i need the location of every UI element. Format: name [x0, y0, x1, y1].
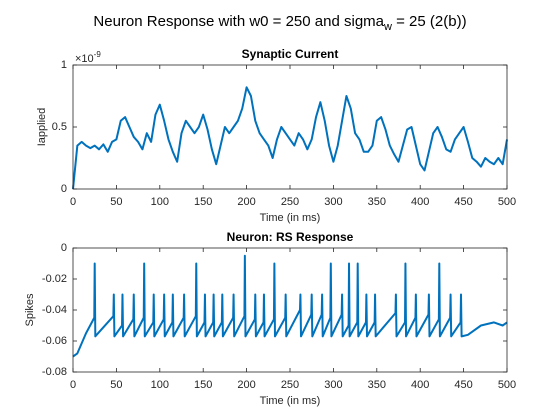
- x-tick-label: 400: [411, 379, 429, 391]
- x-tick-label: 350: [368, 196, 386, 208]
- y-tick-label: 0.5: [52, 121, 67, 133]
- exponent-power: -9: [94, 50, 102, 59]
- x-tick-label: 100: [151, 379, 169, 391]
- y-axis-label: Spikes: [24, 293, 36, 327]
- x-tick-label: 450: [454, 379, 472, 391]
- x-tick-label: 100: [151, 196, 169, 208]
- x-tick-label: 200: [237, 379, 255, 391]
- y-tick-label: -0.04: [42, 304, 67, 316]
- title-part: = 25 (2(b)): [392, 13, 467, 30]
- axes-title: Synaptic Current: [242, 47, 339, 61]
- x-tick-label: 400: [411, 196, 429, 208]
- x-axis-label: Time (in ms): [260, 212, 321, 224]
- data-line: [72, 86, 508, 190]
- x-tick-label: 0: [70, 379, 76, 391]
- x-tick-label: 350: [368, 379, 386, 391]
- y-exponent: ×10-9: [75, 50, 101, 65]
- x-tick-label: 500: [498, 379, 516, 391]
- x-tick-label: 500: [498, 196, 516, 208]
- x-tick-label: 200: [237, 196, 255, 208]
- x-tick-label: 0: [70, 196, 76, 208]
- x-tick-label: 150: [194, 196, 212, 208]
- x-tick-label: 450: [454, 196, 472, 208]
- y-tick-label: 0: [61, 183, 67, 195]
- y-tick-label: 0: [61, 242, 67, 254]
- y-tick-label: -0.02: [42, 273, 67, 285]
- x-tick-label: 250: [281, 196, 299, 208]
- x-tick-label: 250: [281, 379, 299, 391]
- y-axis-label: Iapplied: [36, 108, 48, 147]
- x-axis-label: Time (in ms): [260, 395, 321, 407]
- title-part: Neuron Response with w0 = 250 and sigma: [93, 13, 384, 30]
- y-tick-label: -0.08: [42, 366, 67, 378]
- figure-title: Neuron Response with w0 = 250 and sigmaw…: [93, 13, 466, 33]
- title-subscript: w: [383, 21, 392, 33]
- y-tick-label: -0.06: [42, 335, 67, 347]
- x-tick-label: 50: [110, 196, 122, 208]
- data-line: [72, 254, 508, 358]
- y-tick-label: 1: [61, 59, 67, 71]
- x-tick-label: 50: [110, 379, 122, 391]
- x-tick-label: 300: [324, 379, 342, 391]
- x-tick-label: 300: [324, 196, 342, 208]
- exponent-base: ×10: [75, 53, 94, 65]
- axes-title: Neuron: RS Response: [227, 230, 354, 244]
- x-tick-label: 150: [194, 379, 212, 391]
